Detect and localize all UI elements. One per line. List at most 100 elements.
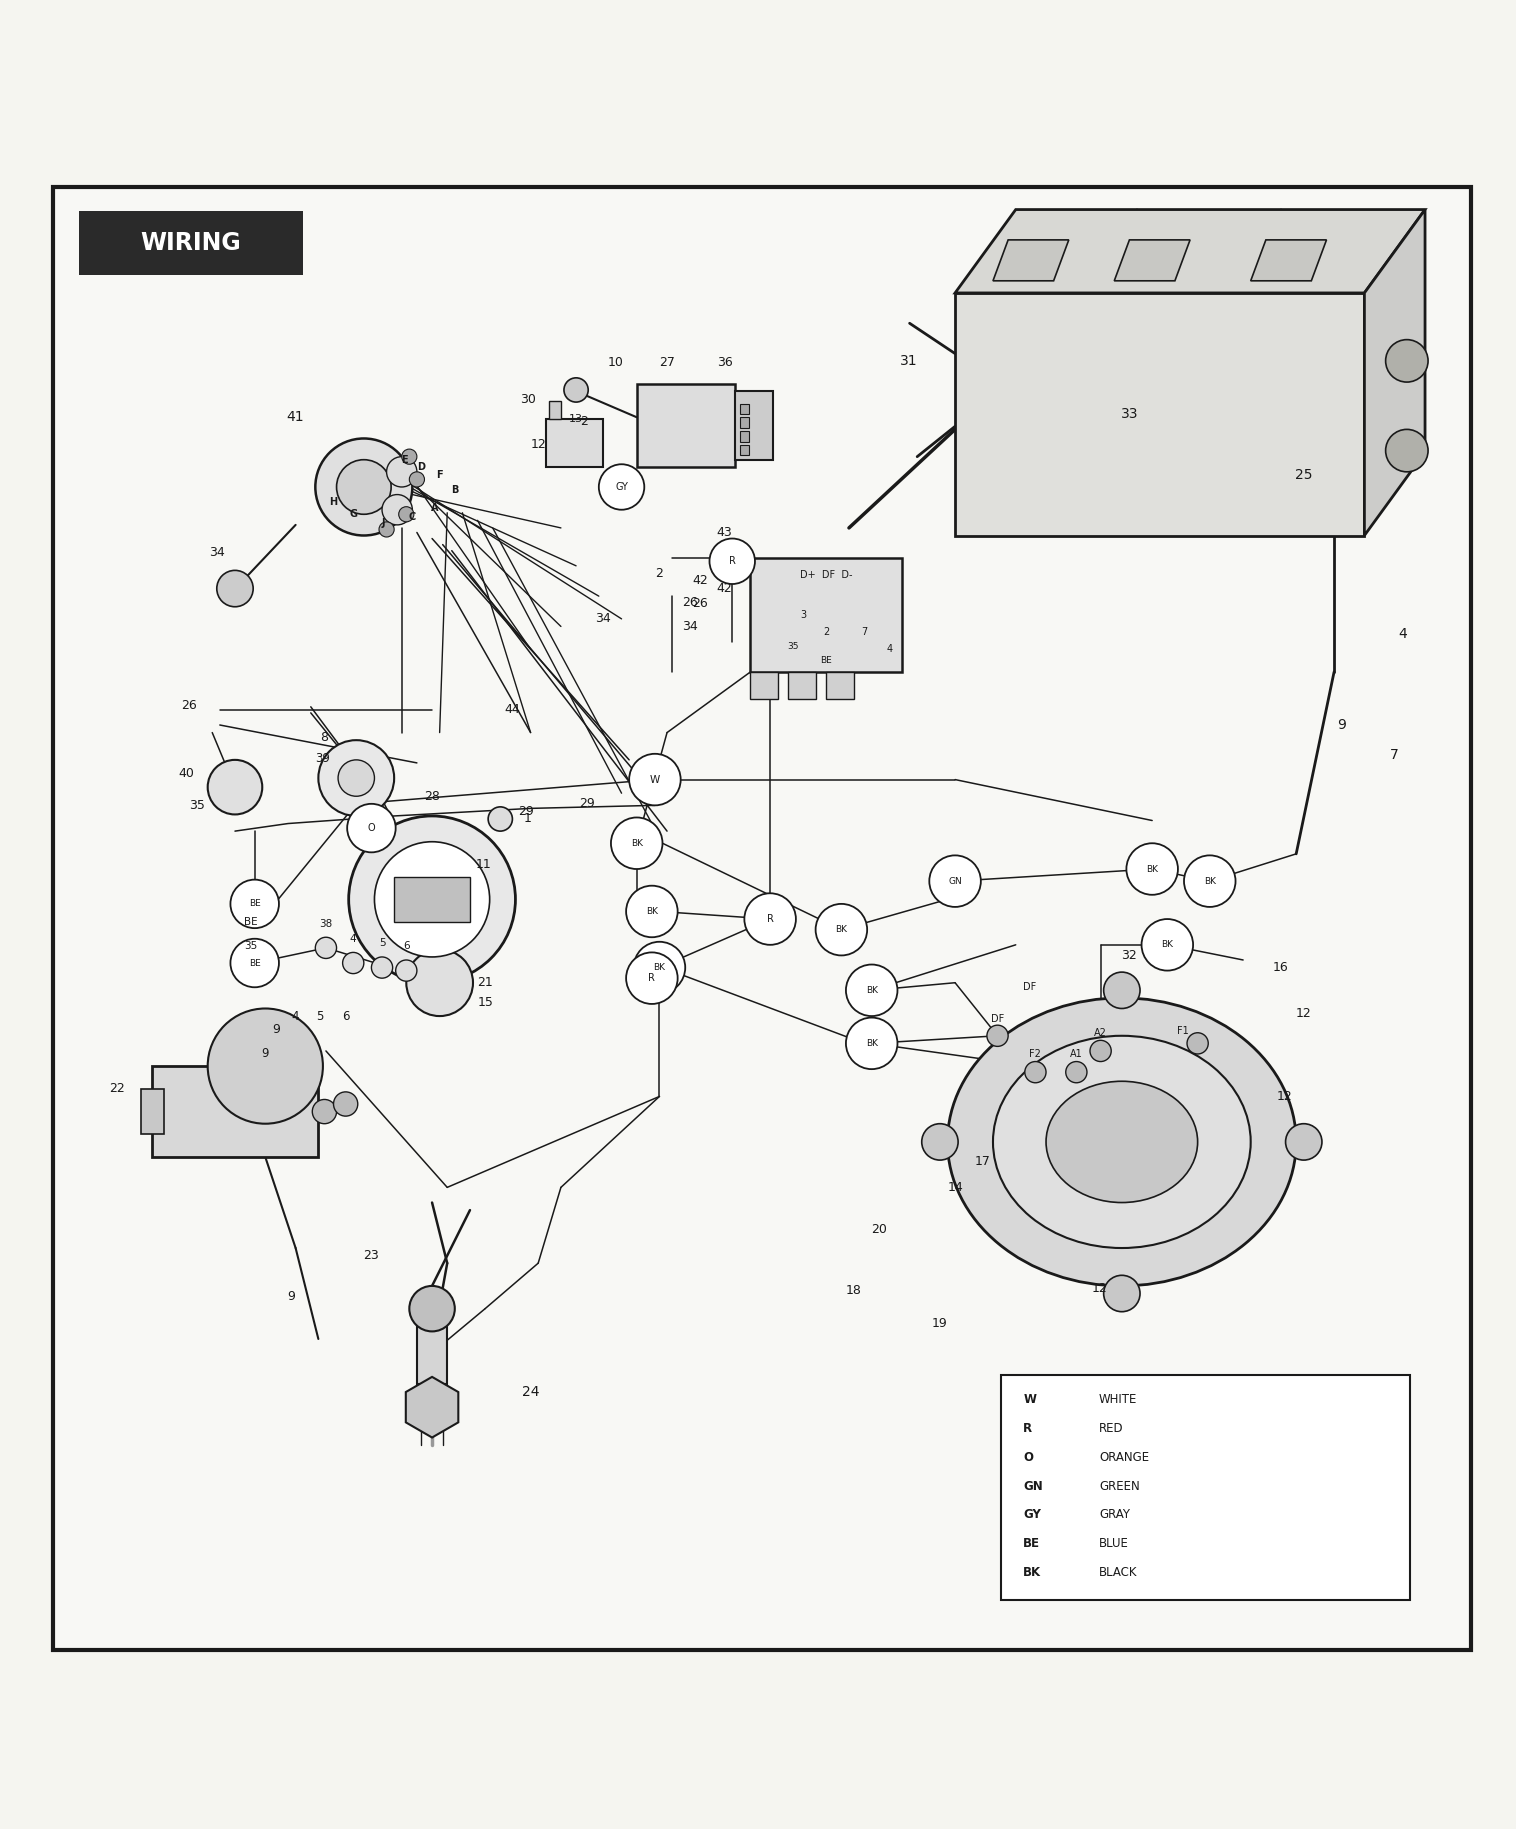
Circle shape xyxy=(379,521,394,538)
Circle shape xyxy=(709,538,755,583)
Text: A1: A1 xyxy=(1070,1050,1082,1059)
Text: 19: 19 xyxy=(932,1317,948,1330)
Bar xyxy=(549,401,561,419)
Text: W: W xyxy=(1023,1394,1037,1407)
Text: D+  DF  D-: D+ DF D- xyxy=(800,571,852,580)
Text: 9: 9 xyxy=(287,1289,296,1302)
Circle shape xyxy=(371,957,393,979)
Text: W: W xyxy=(650,774,659,785)
Bar xyxy=(141,1088,164,1134)
Text: 6: 6 xyxy=(343,1010,349,1022)
Text: J: J xyxy=(382,518,385,529)
Polygon shape xyxy=(406,1377,458,1438)
Text: 2: 2 xyxy=(579,415,588,428)
Text: 13: 13 xyxy=(568,413,582,424)
Circle shape xyxy=(347,803,396,852)
Text: 8: 8 xyxy=(320,730,329,744)
Text: RED: RED xyxy=(1099,1421,1123,1436)
Text: BLACK: BLACK xyxy=(1099,1566,1137,1578)
Text: BK: BK xyxy=(653,964,666,971)
Circle shape xyxy=(374,841,490,957)
Text: WIRING: WIRING xyxy=(141,230,241,254)
Circle shape xyxy=(1104,971,1140,1008)
Text: 33: 33 xyxy=(1120,408,1139,421)
Text: 12: 12 xyxy=(531,437,546,452)
Circle shape xyxy=(1025,1061,1046,1083)
Text: 15: 15 xyxy=(478,997,493,1010)
Circle shape xyxy=(337,459,391,514)
Text: BK: BK xyxy=(835,925,847,935)
Text: BK: BK xyxy=(1161,940,1173,949)
Circle shape xyxy=(564,379,588,402)
Text: BK: BK xyxy=(1146,865,1158,874)
Text: 5: 5 xyxy=(379,938,385,947)
Circle shape xyxy=(318,741,394,816)
Text: BE: BE xyxy=(1023,1536,1040,1551)
Bar xyxy=(740,444,749,455)
Text: 3: 3 xyxy=(800,611,807,620)
Circle shape xyxy=(382,494,412,525)
Text: DF: DF xyxy=(1023,982,1035,993)
Circle shape xyxy=(217,571,253,607)
Bar xyxy=(740,417,749,428)
Text: BK: BK xyxy=(866,986,878,995)
Text: 43: 43 xyxy=(717,527,732,540)
Circle shape xyxy=(611,818,662,869)
Circle shape xyxy=(744,893,796,946)
Text: 11: 11 xyxy=(476,858,491,871)
Text: 35: 35 xyxy=(190,799,205,812)
Text: 9: 9 xyxy=(271,1022,280,1037)
Text: 24: 24 xyxy=(522,1385,540,1399)
Circle shape xyxy=(396,960,417,980)
Text: 2: 2 xyxy=(655,567,664,580)
Text: O: O xyxy=(367,823,376,832)
Text: 14: 14 xyxy=(948,1182,963,1194)
Text: 5: 5 xyxy=(317,1010,323,1022)
Polygon shape xyxy=(993,240,1069,282)
Text: 26: 26 xyxy=(182,699,197,711)
Text: 31: 31 xyxy=(899,355,917,368)
Circle shape xyxy=(208,759,262,814)
Circle shape xyxy=(1386,340,1428,382)
Text: 35: 35 xyxy=(244,942,258,951)
Text: 27: 27 xyxy=(659,357,675,369)
Text: 16: 16 xyxy=(1273,960,1289,975)
Text: 10: 10 xyxy=(608,357,623,369)
Bar xyxy=(1001,1375,1410,1600)
Text: GN: GN xyxy=(1023,1480,1043,1492)
Bar xyxy=(417,1324,447,1385)
Bar xyxy=(750,558,902,671)
Circle shape xyxy=(1187,1033,1208,1054)
Circle shape xyxy=(599,465,644,510)
Text: 12: 12 xyxy=(1092,1282,1107,1295)
Text: BE: BE xyxy=(249,958,261,968)
Text: O: O xyxy=(1023,1450,1034,1463)
Text: 21: 21 xyxy=(478,977,493,989)
Text: BK: BK xyxy=(1023,1566,1041,1578)
Text: 2: 2 xyxy=(823,627,829,636)
Circle shape xyxy=(334,1092,358,1116)
Text: 32: 32 xyxy=(1122,949,1137,962)
Text: 12: 12 xyxy=(1276,1090,1292,1103)
Bar xyxy=(955,293,1364,536)
Circle shape xyxy=(1090,1041,1111,1061)
Text: 42: 42 xyxy=(693,574,708,587)
Text: BE: BE xyxy=(249,900,261,909)
Circle shape xyxy=(634,942,685,993)
Text: 6: 6 xyxy=(403,942,409,951)
Text: 26: 26 xyxy=(693,598,708,611)
Text: 41: 41 xyxy=(287,410,305,424)
Text: 39: 39 xyxy=(315,752,330,765)
Bar xyxy=(750,671,778,699)
Text: BK: BK xyxy=(631,840,643,849)
Bar xyxy=(546,419,603,466)
Text: 1: 1 xyxy=(523,812,532,825)
Circle shape xyxy=(208,1008,323,1123)
Text: 34: 34 xyxy=(209,545,224,558)
Circle shape xyxy=(626,953,678,1004)
Circle shape xyxy=(1104,1275,1140,1311)
Text: BE: BE xyxy=(244,916,258,927)
Bar xyxy=(735,391,773,459)
Ellipse shape xyxy=(993,1035,1251,1247)
Circle shape xyxy=(987,1026,1008,1046)
